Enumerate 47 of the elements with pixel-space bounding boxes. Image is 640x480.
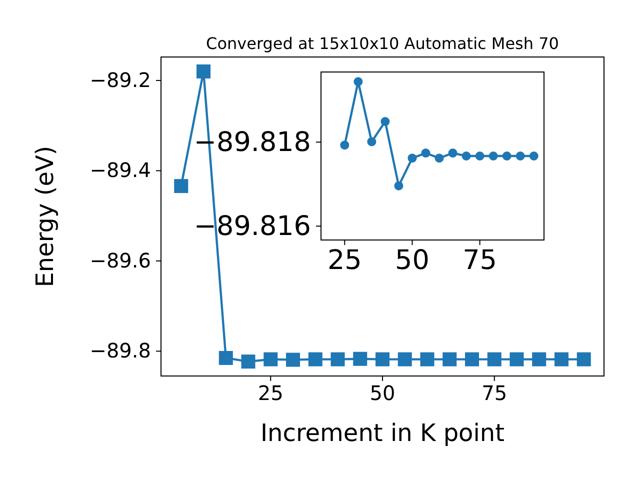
point: [434, 154, 444, 163]
point: [488, 152, 498, 160]
chart-title: Converged at 15x10x10 Automatic Mesh 70: [206, 34, 559, 53]
x-axis-title: Increment in K point: [260, 419, 505, 447]
y-tick-label: −89.8: [90, 338, 151, 363]
point: [380, 117, 390, 126]
x-tick-label: 25: [327, 245, 362, 276]
point: [353, 352, 368, 366]
point: [218, 350, 233, 365]
point: [420, 352, 434, 366]
point: [475, 152, 484, 160]
point: [464, 352, 479, 366]
point: [448, 148, 458, 158]
point: [286, 352, 300, 367]
point: [532, 352, 546, 366]
point: [554, 352, 568, 366]
x-tick-label: 50: [395, 245, 430, 276]
point: [340, 140, 350, 150]
point: [408, 154, 417, 163]
point: [367, 137, 376, 146]
x-tick-label: 75: [462, 245, 497, 276]
y-tick-label: −89.2: [90, 68, 151, 92]
point: [241, 354, 256, 369]
point: [174, 179, 188, 194]
point: [516, 152, 525, 160]
point: [462, 152, 471, 160]
point: [394, 181, 404, 190]
x-tick-label: 25: [258, 381, 284, 406]
point: [529, 152, 538, 160]
point: [354, 77, 363, 86]
x-tick-label: 75: [482, 381, 508, 406]
y-axis-title: Energy (eV): [31, 146, 59, 288]
point: [502, 152, 512, 160]
x-tick-label: 50: [370, 381, 396, 406]
point: [376, 352, 390, 366]
point: [264, 352, 278, 366]
point: [576, 352, 591, 366]
point: [196, 64, 211, 78]
point: [510, 352, 524, 366]
point: [330, 352, 345, 366]
y-tick-label: −89.6: [90, 248, 151, 272]
point: [421, 148, 430, 158]
point: [398, 352, 412, 366]
point: [442, 352, 457, 366]
point: [487, 352, 502, 366]
point: [308, 352, 322, 366]
y-tick-label: −89.4: [90, 158, 151, 182]
